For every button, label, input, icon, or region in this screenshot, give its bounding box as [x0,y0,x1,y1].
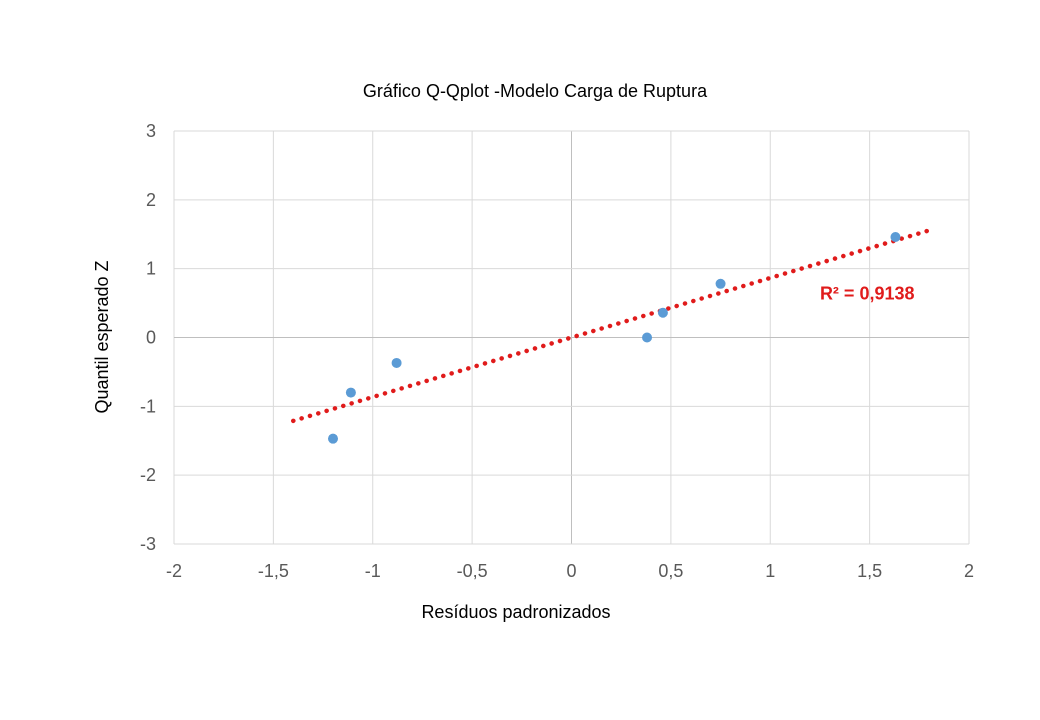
y-tick-label: 0 [146,328,156,348]
x-tick-label: 2 [964,561,974,581]
y-tick-label: -1 [140,396,156,416]
x-tick-label: 0,5 [658,561,683,581]
trendline-path [291,228,932,424]
x-tick-label: 1 [765,561,775,581]
x-tick-label: -0,5 [457,561,488,581]
y-axis-label: Quantil esperado Z [92,260,112,413]
x-tick-label: -2 [166,561,182,581]
r-squared-label: R² = 0,9138 [820,284,915,304]
y-tick-label: -2 [140,465,156,485]
data-point [328,433,338,444]
data-point [391,357,402,368]
trendline [291,228,932,424]
y-tick-label: 1 [146,259,156,279]
data-points [328,232,901,444]
data-point [345,387,356,398]
y-axis-ticks: -3 -2 -1 0 1 2 3 [140,121,156,554]
y-tick-label: -3 [140,534,156,554]
data-point [642,332,653,343]
x-axis-ticks: -2 -1,5 -1 -0,5 0 0,5 1 1,5 2 [166,561,974,581]
data-point [890,232,901,243]
x-tick-label: 0 [566,561,576,581]
chart-title: Gráfico Q-Qplot -Modelo Carga de Ruptura [363,81,708,101]
data-point [715,278,726,289]
y-tick-label: 3 [146,121,156,141]
y-tick-label: 2 [146,190,156,210]
x-tick-label: 1,5 [857,561,882,581]
x-tick-label: -1,5 [258,561,289,581]
data-point [657,307,668,318]
x-axis-label: Resíduos padronizados [421,602,610,622]
grid [173,130,970,545]
x-tick-label: -1 [365,561,381,581]
